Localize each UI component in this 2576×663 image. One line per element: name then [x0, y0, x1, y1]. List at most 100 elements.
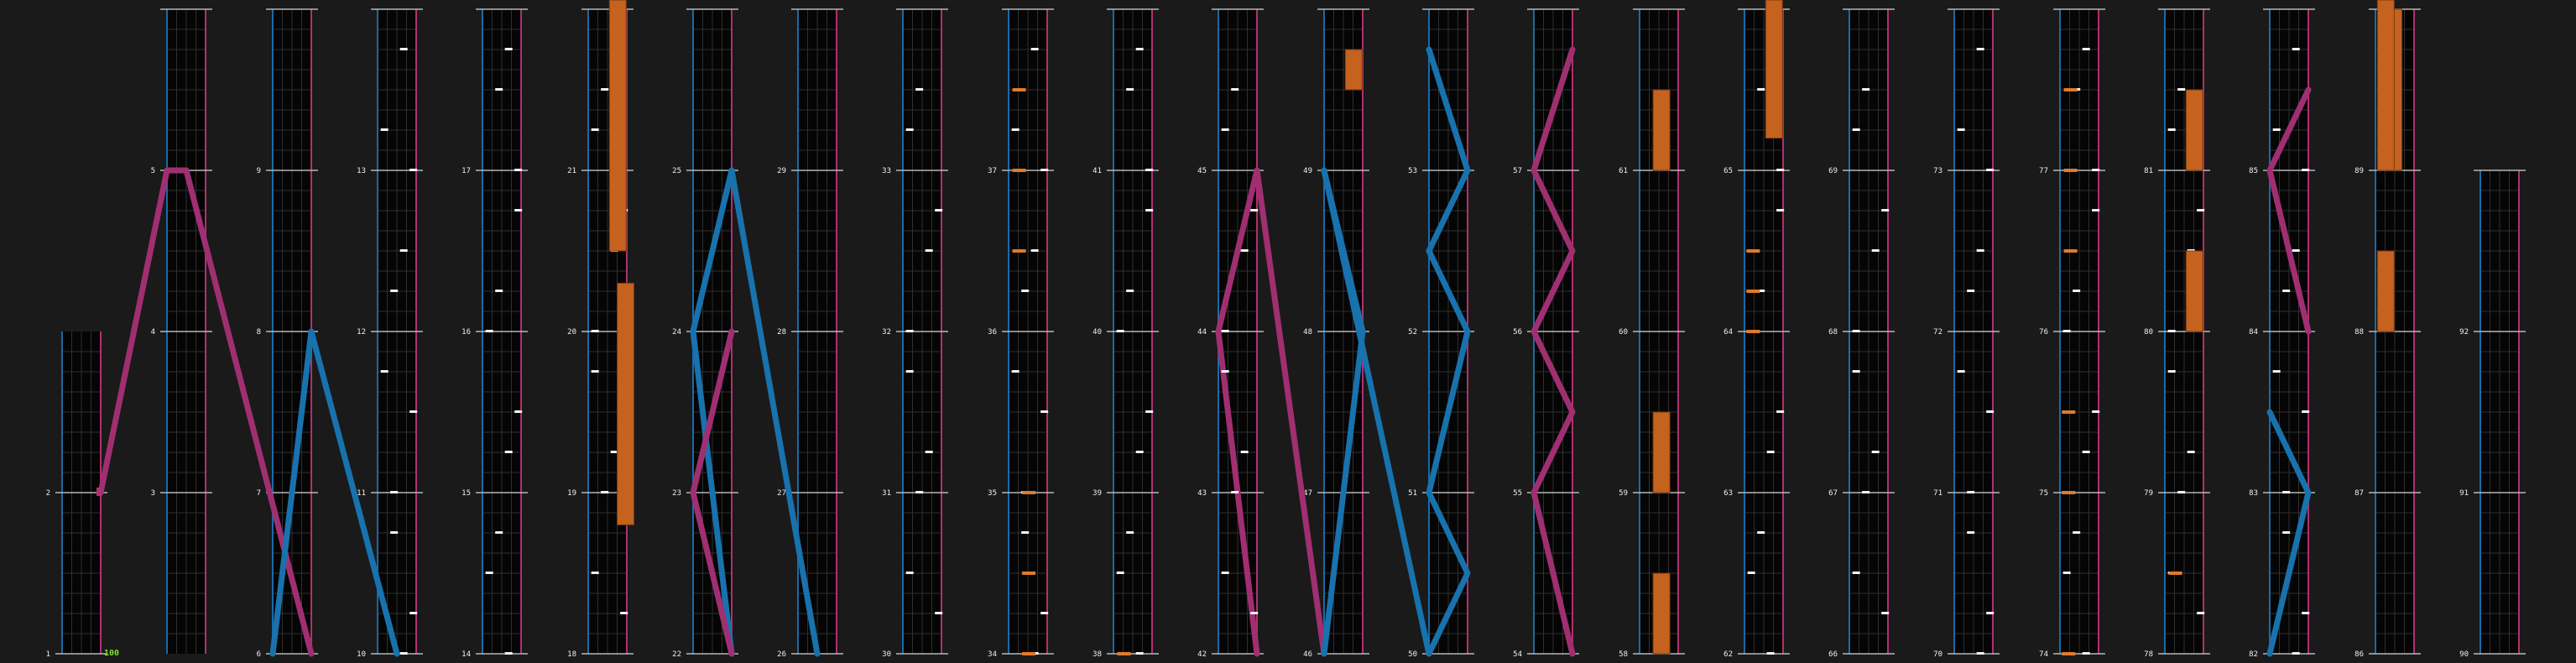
tap-note [2292, 652, 2300, 655]
hold-note [1652, 89, 1671, 171]
tap-note [409, 169, 418, 171]
measure-number-49: 49 [1303, 167, 1312, 175]
tap-note-orange [2063, 88, 2078, 91]
tap-note [1757, 531, 1765, 534]
tap-note [905, 330, 914, 332]
tap-note-orange [1746, 290, 1760, 293]
tap-note [399, 652, 408, 655]
slide-blue-9 [2266, 409, 2312, 657]
slide-pink-10 [2266, 86, 2312, 335]
measure-number-44: 44 [1197, 328, 1207, 337]
tap-note [1126, 88, 1134, 91]
tap-note [495, 531, 503, 534]
tap-note [1145, 410, 1154, 413]
measure-number-3: 3 [151, 489, 155, 498]
tap-note [2082, 451, 2090, 453]
tap-note [1030, 249, 1039, 252]
hold-note [1652, 411, 1671, 493]
measure-number-41: 41 [1092, 167, 1102, 175]
tap-note [591, 330, 599, 332]
measure-number-59: 59 [1619, 489, 1628, 498]
tap-note [1116, 330, 1124, 332]
tap-note [514, 209, 523, 211]
measure-number-54: 54 [1513, 650, 1522, 659]
slide-pink-8 [1530, 46, 1576, 657]
tap-note [1967, 531, 1975, 534]
measure-number-14: 14 [461, 650, 471, 659]
measure-number-9: 9 [257, 167, 261, 175]
measure-number-10: 10 [357, 650, 366, 659]
tap-note [1957, 370, 1965, 373]
measure-number-40: 40 [1092, 328, 1102, 337]
measure-number-34: 34 [988, 650, 997, 659]
measure-number-39: 39 [1092, 489, 1102, 498]
tap-note [1011, 128, 1019, 131]
tap-note-orange [1012, 88, 1026, 91]
tap-note-orange [2168, 572, 2182, 575]
tap-note [1231, 88, 1239, 91]
tap-note [1776, 410, 1785, 413]
tap-note [1116, 572, 1124, 574]
tap-note [1021, 531, 1030, 534]
tap-note [935, 612, 943, 614]
tap-note [2302, 410, 2310, 413]
tap-note [2302, 169, 2310, 171]
measure-number-12: 12 [357, 328, 366, 337]
tap-note [1967, 491, 1975, 493]
measure-number-15: 15 [461, 489, 471, 498]
tap-note [2092, 169, 2100, 171]
measure-number-47: 47 [1303, 489, 1312, 498]
tap-note-orange [2063, 169, 2078, 172]
tap-note [514, 410, 523, 413]
tap-note [1040, 169, 1049, 171]
tap-note [1852, 330, 1860, 332]
measure-number-73: 73 [1933, 167, 1942, 175]
measure-number-7: 7 [257, 489, 261, 498]
tap-note [1862, 88, 1870, 91]
measure-number-2: 2 [46, 489, 50, 498]
measure-number-71: 71 [1933, 489, 1942, 498]
measure-number-29: 29 [777, 167, 786, 175]
measure-number-78: 78 [2144, 650, 2153, 659]
measure-number-52: 52 [1408, 328, 1417, 337]
tap-note [1221, 330, 1229, 332]
tap-note [1986, 169, 1995, 171]
measure-number-91: 91 [2459, 489, 2469, 498]
tap-note [1986, 612, 1995, 614]
hold-note [2185, 250, 2203, 332]
tap-note [1976, 48, 1984, 50]
tap-note-orange [1022, 652, 1036, 655]
tap-note [1126, 290, 1134, 292]
measure-number-65: 65 [1723, 167, 1733, 175]
measure-number-18: 18 [567, 650, 576, 659]
hold-note [1344, 49, 1363, 91]
measure-number-63: 63 [1723, 489, 1733, 498]
measure-number-42: 42 [1197, 650, 1207, 659]
slide-blue-7 [1426, 46, 1471, 657]
measure-number-6: 6 [257, 650, 261, 659]
tap-note [390, 491, 399, 493]
tap-note [2082, 652, 2090, 655]
tap-note [1040, 612, 1049, 614]
tap-note [1862, 491, 1870, 493]
measure-number-21: 21 [567, 167, 576, 175]
tap-note-orange [1746, 330, 1760, 333]
measure-number-66: 66 [1828, 650, 1838, 659]
tap-note [2292, 48, 2300, 50]
tap-note [1881, 209, 1890, 211]
tap-note [1976, 652, 1984, 655]
tap-note-orange [1012, 169, 1026, 172]
tap-note [2092, 410, 2100, 413]
measure-number-43: 43 [1197, 489, 1207, 498]
measure-number-19: 19 [567, 489, 576, 498]
tap-note [1881, 612, 1890, 614]
tap-note [620, 612, 628, 614]
tap-note [591, 370, 599, 373]
tap-note [591, 572, 599, 574]
tap-note [504, 652, 513, 655]
measure-number-76: 76 [2039, 328, 2048, 337]
measure-number-20: 20 [567, 328, 576, 337]
tap-note [915, 88, 924, 91]
tap-note [2167, 128, 2176, 131]
measure-number-86: 86 [2354, 650, 2364, 659]
